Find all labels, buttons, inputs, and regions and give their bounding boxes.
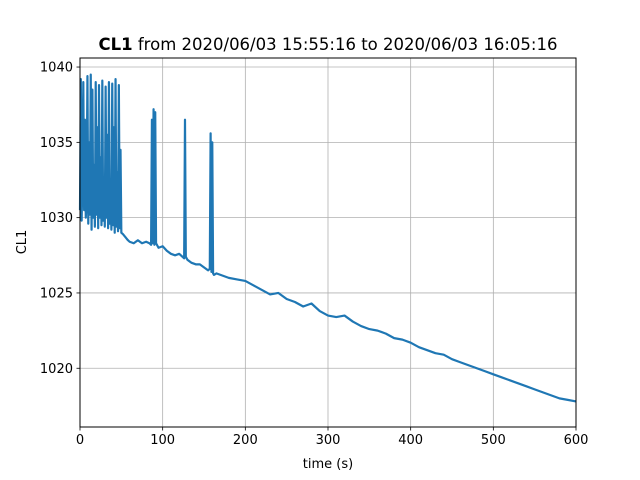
- chart-title: CL1 from 2020/06/03 15:55:16 to 2020/06/…: [99, 35, 558, 54]
- chart-title-series: CL1: [99, 35, 133, 54]
- y-axis-label: CL1: [15, 230, 30, 255]
- grid-lines: [79, 58, 577, 427]
- x-tick-label: 0: [76, 433, 84, 448]
- x-tick-label: 500: [481, 433, 506, 448]
- x-axis-label: time (s): [303, 457, 353, 472]
- x-axis-ticks: 0 100 200 300 400 500 600: [76, 427, 589, 448]
- y-tick-label: 1035: [40, 136, 73, 151]
- x-tick-label: 100: [150, 433, 175, 448]
- x-tick-label: 200: [233, 433, 258, 448]
- y-axis-ticks: 1020 1025 1030 1035 1040: [40, 61, 80, 377]
- x-tick-label: 300: [316, 433, 341, 448]
- y-tick-label: 1040: [40, 61, 73, 76]
- series-layer: [78, 73, 577, 403]
- y-tick-label: 1020: [40, 362, 73, 377]
- y-tick-label: 1030: [40, 211, 73, 226]
- x-tick-label: 400: [398, 433, 423, 448]
- series-line: [78, 73, 577, 403]
- x-tick-label: 600: [564, 433, 589, 448]
- y-tick-label: 1025: [40, 286, 73, 301]
- chart-title-range: from 2020/06/03 15:55:16 to 2020/06/03 1…: [133, 35, 558, 54]
